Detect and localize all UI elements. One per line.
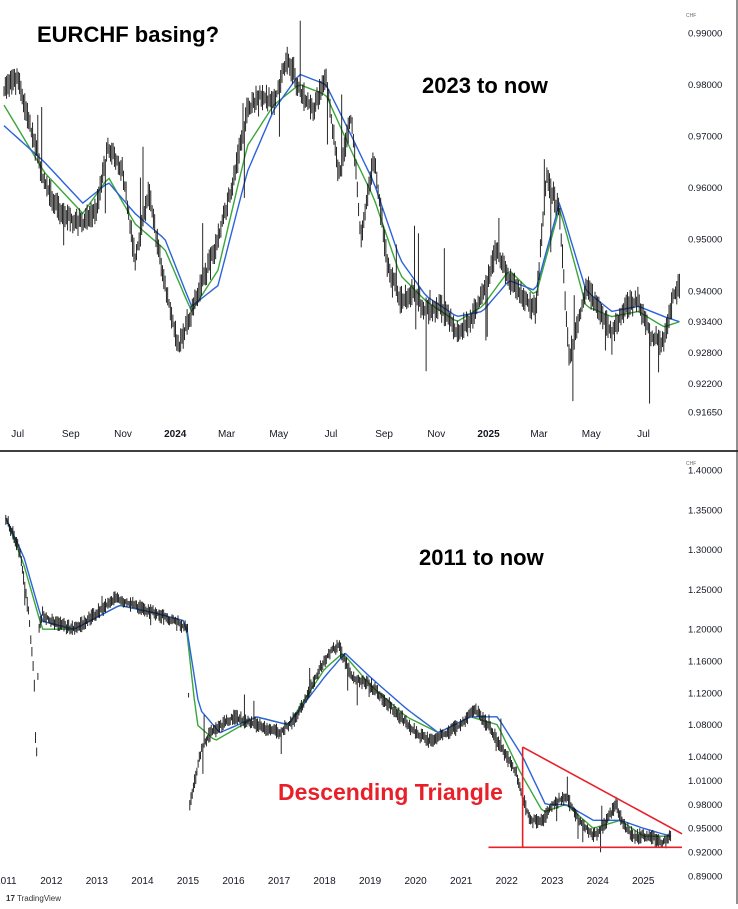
- y-tick-label: 0.92800: [688, 348, 722, 359]
- y-tick-label: 1.35000: [688, 505, 722, 516]
- bottom-unit-label: CHF: [686, 461, 696, 467]
- x-tick-label: 2012: [40, 876, 63, 887]
- top-y-axis: 0.99000 0.98000 0.97000 0.96000 0.95000 0.940…: [688, 28, 722, 418]
- x-tick-label: Jul: [325, 429, 338, 440]
- x-tick-label: 2024: [587, 876, 610, 887]
- x-tick-label: Jul: [637, 429, 650, 440]
- x-tick-label: 2018: [313, 876, 336, 887]
- top-unit-label: CHF: [686, 13, 696, 19]
- bottom-x-axis: 2011 2012 2013 2014 2015 2016 2017 2018 2019 2020…: [0, 876, 655, 887]
- x-tick-label: Nov: [114, 429, 132, 440]
- x-tick-label: Nov: [427, 429, 445, 440]
- y-tick-label: 0.94000: [688, 286, 722, 297]
- y-tick-label: 1.12000: [688, 688, 722, 699]
- x-tick-label: Mar: [218, 429, 236, 440]
- y-tick-label: 0.95000: [688, 824, 722, 835]
- pattern-label: Descending Triangle: [278, 779, 503, 805]
- y-tick-label: 0.96000: [688, 183, 722, 194]
- x-tick-label: 2025: [477, 429, 500, 440]
- y-tick-label: 1.25000: [688, 585, 722, 596]
- x-tick-label: 2015: [177, 876, 200, 887]
- x-tick-label: Sep: [375, 429, 393, 440]
- x-tick-label: 2025: [632, 876, 655, 887]
- y-tick-label: 0.98000: [688, 80, 722, 91]
- x-tick-label: 2021: [450, 876, 473, 887]
- top-panel-label: 2023 to now: [422, 73, 549, 98]
- y-tick-label: 1.30000: [688, 545, 722, 556]
- attribution-text: TradingView: [17, 894, 61, 903]
- x-tick-label: Jul: [11, 429, 24, 440]
- tradingview-logo-icon: 17: [6, 894, 15, 903]
- x-tick-label: 2013: [86, 876, 109, 887]
- y-tick-label: 1.20000: [688, 625, 722, 636]
- y-tick-label: 1.04000: [688, 752, 722, 763]
- x-tick-label: Mar: [530, 429, 548, 440]
- y-tick-label: 0.99000: [688, 28, 722, 39]
- y-tick-label: 0.92000: [688, 848, 722, 859]
- y-tick-label: 1.16000: [688, 657, 722, 668]
- chart-title: EURCHF basing?: [37, 22, 219, 47]
- y-tick-label: 1.08000: [688, 720, 722, 731]
- bottom-y-axis: 1.40000 1.35000 1.30000 1.25000 1.20000 1.160…: [688, 466, 722, 883]
- x-tick-label: 2023: [541, 876, 564, 887]
- x-tick-label: 2014: [131, 876, 154, 887]
- y-tick-label: 0.97000: [688, 132, 722, 143]
- top-x-axis: Jul Sep Nov 2024 Mar May Jul Sep Nov 2025 Mar May Ju…: [11, 429, 650, 440]
- x-tick-label: 2019: [359, 876, 382, 887]
- x-tick-label: 2011: [0, 876, 17, 887]
- x-tick-label: 2022: [496, 876, 519, 887]
- bottom-panel-label: 2011 to now: [419, 545, 545, 570]
- x-tick-label: 2017: [268, 876, 291, 887]
- y-tick-label: 0.98000: [688, 800, 722, 811]
- y-tick-label: 0.93400: [688, 317, 722, 328]
- y-tick-label: 0.92200: [688, 379, 722, 390]
- y-tick-label: 1.01000: [688, 776, 722, 787]
- x-tick-label: May: [269, 429, 288, 440]
- tradingview-attribution: 17 TradingView: [6, 894, 61, 904]
- y-tick-label: 0.91650: [688, 408, 722, 419]
- x-tick-label: 2024: [164, 429, 187, 440]
- top-price-series: [4, 21, 679, 404]
- x-tick-label: May: [582, 429, 601, 440]
- x-tick-label: 2016: [222, 876, 245, 887]
- x-tick-label: Sep: [62, 429, 80, 440]
- y-tick-label: 0.95000: [688, 235, 722, 246]
- y-tick-label: 0.89000: [688, 872, 722, 883]
- y-tick-label: 1.40000: [688, 466, 722, 477]
- x-tick-label: 2020: [405, 876, 428, 887]
